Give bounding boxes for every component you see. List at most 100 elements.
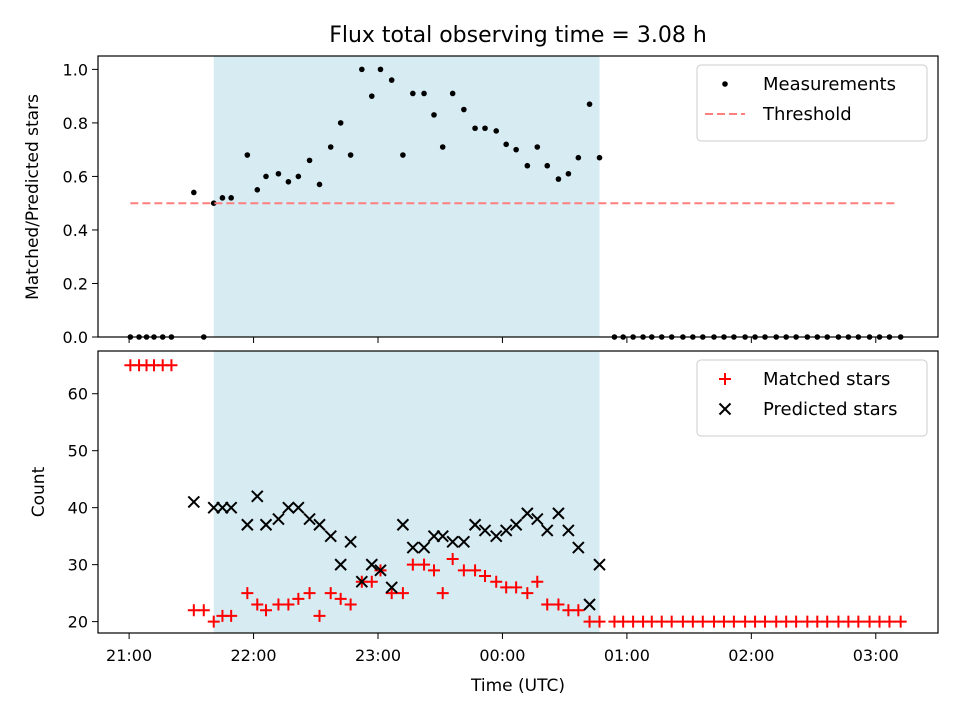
matched-star-point (821, 615, 834, 628)
matched-star-point (251, 598, 264, 611)
predicted-star-point (259, 518, 273, 531)
measurement-point (472, 125, 478, 132)
predicted-star-point (303, 512, 316, 526)
measurement-point (493, 128, 500, 134)
x-tick-label: 03:00 (853, 646, 899, 665)
measurement-point (228, 195, 234, 201)
measurement-point (191, 189, 197, 196)
predicted-star-point (282, 501, 295, 514)
predicted-star-point (552, 507, 565, 520)
predicted-star-point (272, 512, 285, 526)
measurement-point (565, 170, 572, 177)
predicted-star-point (562, 524, 575, 537)
legend-label: Threshold (762, 104, 852, 125)
legend: Measurements Threshold (696, 64, 928, 142)
predicted-star-point (531, 512, 544, 526)
measurement-point (359, 66, 365, 73)
measurement-point (285, 178, 292, 185)
measurement-point (555, 176, 562, 182)
predicted-star-point (374, 564, 387, 577)
predicted-star-point (541, 524, 554, 537)
measurement-point (337, 120, 344, 126)
matched-star-point (165, 359, 178, 372)
predicted-star-point (446, 535, 459, 549)
y-tick-label: 0.0 (63, 328, 88, 347)
matched-star-point (665, 615, 678, 628)
top-y-axis-label: Matched/Predicted stars (23, 94, 43, 300)
matched-star-point (572, 604, 585, 617)
x-axis-label: Time (UTC) (470, 676, 565, 696)
measurement-point (219, 195, 226, 201)
measurement-point (400, 152, 406, 158)
matched-star-point (418, 558, 431, 571)
matched-star-point (324, 587, 337, 600)
legend-marker-plus (719, 373, 731, 385)
observing-window-band (213, 56, 600, 337)
measurement-point (254, 187, 261, 193)
y-tick-label: 1.0 (63, 60, 88, 79)
measurement-point (410, 90, 416, 97)
x-tick-label: 23:00 (355, 646, 401, 665)
predicted-star-point (251, 490, 264, 503)
measurement-point (316, 181, 323, 188)
predicted-star-point (292, 501, 305, 514)
legend-box (696, 64, 928, 142)
measurement-point (586, 101, 593, 107)
measurement-point (210, 200, 217, 206)
predicted-star-point (490, 529, 503, 543)
measurement-point (482, 125, 488, 132)
matched-star-point (727, 615, 740, 628)
matched-star-point (883, 615, 896, 628)
matched-star-point (292, 592, 305, 605)
matched-star-point (593, 615, 606, 628)
matched-star-point (385, 587, 398, 600)
matched-star-point (696, 615, 709, 628)
measurement-point (347, 152, 354, 158)
matched-star-point (490, 575, 503, 588)
matched-star-point (469, 564, 482, 577)
predicted-star-point (365, 558, 378, 571)
matched-star-point (510, 581, 523, 594)
measurement-point (388, 77, 395, 83)
predicted-star-point (406, 541, 420, 554)
x-tick-label: 02:00 (728, 646, 774, 665)
predicted-star-point (334, 558, 347, 571)
predicted-star-point (324, 529, 337, 543)
legend-marker-dot (722, 81, 728, 87)
legend-label: Matched stars (763, 369, 890, 390)
y-tick-label: 50 (68, 442, 88, 461)
predicted-star-point (468, 518, 482, 531)
legend-label: Measurements (763, 74, 896, 95)
predicted-star-point (417, 541, 431, 554)
predicted-star-point (313, 518, 326, 531)
y-tick-label: 0.8 (63, 114, 88, 133)
matched-star-point (479, 570, 492, 583)
y-tick-label: 0.2 (63, 274, 88, 293)
matched-star-point (446, 552, 459, 565)
predicted-star-point (344, 535, 357, 549)
matched-star-point (313, 609, 326, 622)
measurement-point (439, 144, 446, 150)
x-tick-label: 21:00 (106, 646, 152, 665)
matched-star-point (396, 587, 409, 600)
y-tick-label: 0.4 (63, 221, 88, 240)
measurement-point (513, 146, 519, 153)
measurement-point (461, 106, 467, 113)
matched-star-point (282, 598, 295, 611)
matched-star-point (365, 575, 378, 588)
predicted-star-point (385, 581, 398, 594)
predicted-star-point (593, 558, 606, 571)
predicted-star-point (572, 541, 585, 554)
matched-star-point (894, 615, 907, 628)
matched-star-point (260, 604, 272, 617)
measurement-point (306, 157, 313, 164)
predicted-star-point (436, 529, 449, 543)
predicted-star-point (583, 598, 596, 611)
predicted-star-point (187, 495, 201, 509)
matched-star-point (334, 592, 347, 605)
measurement-point (263, 173, 269, 180)
predicted-star-point (396, 518, 410, 531)
x-tick-label: 01:00 (604, 646, 650, 665)
matched-star-point (197, 604, 210, 617)
